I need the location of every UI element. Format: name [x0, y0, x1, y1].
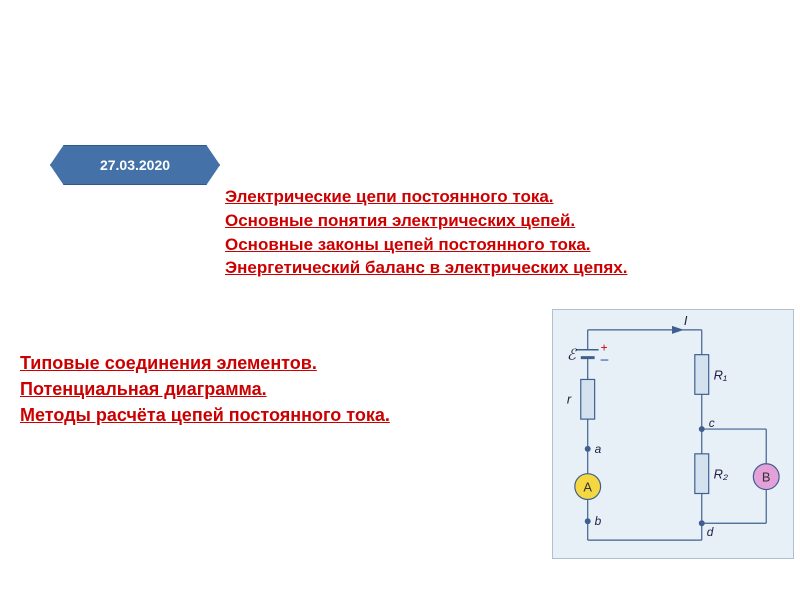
subtitle-line-3: Методы расчёта цепей постоянного тока.	[20, 402, 540, 428]
label-c: c	[709, 416, 715, 430]
label-minus: –	[601, 351, 609, 367]
circuit-diagram: I + – ℰ r a A b R₁	[552, 309, 794, 559]
label-r: r	[567, 391, 572, 406]
subtitle-line-2: Потенциальная диаграмма.	[20, 376, 540, 402]
label-B: B	[762, 470, 771, 485]
title-block: Электрические цепи постоянного тока. Осн…	[225, 185, 785, 280]
label-b: b	[595, 514, 602, 528]
label-E: ℰ	[567, 348, 578, 364]
label-R2: R₂	[714, 467, 728, 482]
title-line-2: Основные понятия электрических цепей.	[225, 209, 785, 233]
label-I: I	[684, 313, 688, 328]
title-line-1: Электрические цепи постоянного тока.	[225, 185, 785, 209]
date-badge: 27.03.2020	[50, 145, 220, 185]
label-R1: R₁	[714, 367, 727, 382]
label-A: A	[583, 480, 592, 495]
label-a: a	[595, 442, 602, 456]
title-line-3: Основные законы цепей постоянного тока.	[225, 233, 785, 257]
subtitle-block: Типовые соединения элементов. Потенциаль…	[20, 350, 540, 428]
subtitle-line-1: Типовые соединения элементов.	[20, 350, 540, 376]
date-text: 27.03.2020	[100, 157, 170, 173]
title-line-4: Энергетический баланс в электрических це…	[225, 256, 785, 280]
label-d: d	[707, 525, 714, 539]
